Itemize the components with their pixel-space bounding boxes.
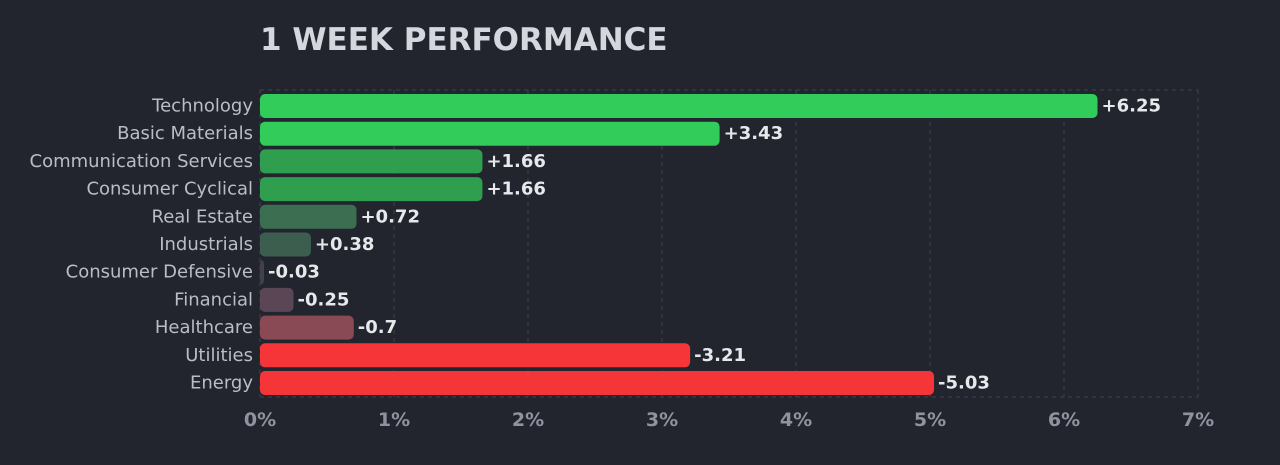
value-label: +0.72 <box>360 206 420 227</box>
bar-healthcare[interactable] <box>260 315 354 340</box>
bar-consumer-cyclical[interactable] <box>260 177 483 202</box>
bar-technology[interactable] <box>260 94 1098 118</box>
value-label: +0.38 <box>315 234 375 255</box>
category-label: Basic Materials <box>117 123 253 144</box>
category-label: Consumer Cyclical <box>86 179 253 200</box>
category-label: Financial <box>174 289 253 310</box>
category-label: Real Estate <box>152 206 254 227</box>
bar-energy[interactable] <box>260 371 935 395</box>
value-label: -0.25 <box>298 289 350 310</box>
value-label: +1.66 <box>486 179 546 200</box>
x-tick-label: 2% <box>512 409 544 431</box>
x-axis: 0% 1% 2% 3% 4% 5% 6% 7% <box>244 409 1214 431</box>
bar-communication-services[interactable] <box>260 149 483 174</box>
x-tick-label: 7% <box>1182 409 1214 431</box>
bar-industrials[interactable] <box>260 232 311 257</box>
bar-financial[interactable] <box>260 287 294 312</box>
bar-consumer-defensive[interactable] <box>260 260 265 285</box>
category-label: Industrials <box>159 234 253 255</box>
bar-real-estate[interactable] <box>260 204 357 229</box>
value-label: -3.21 <box>694 345 746 366</box>
x-tick-label: 5% <box>914 409 946 431</box>
category-label: Healthcare <box>155 317 253 338</box>
bar-utilities[interactable] <box>260 343 691 368</box>
bars: Technology +6.25 Basic Materials +3.43 Commu… <box>30 94 1162 395</box>
x-tick-label: 3% <box>646 409 678 431</box>
value-label: -0.7 <box>358 317 397 338</box>
category-label: Utilities <box>185 345 253 366</box>
value-label: +1.66 <box>486 151 546 172</box>
category-label: Energy <box>190 373 253 394</box>
x-tick-label: 0% <box>244 409 276 431</box>
bar-basic-materials[interactable] <box>260 121 720 146</box>
chart-title: 1 WEEK PERFORMANCE <box>260 22 668 58</box>
value-label: +6.25 <box>1102 96 1162 117</box>
x-tick-label: 4% <box>780 409 812 431</box>
x-tick-label: 6% <box>1048 409 1080 431</box>
category-label: Technology <box>151 96 253 117</box>
category-label: Communication Services <box>30 151 254 172</box>
category-label: Consumer Defensive <box>66 262 253 283</box>
value-label: +3.43 <box>724 123 784 144</box>
value-label: -0.03 <box>268 262 320 283</box>
value-label: -5.03 <box>938 373 990 394</box>
x-tick-label: 1% <box>378 409 410 431</box>
